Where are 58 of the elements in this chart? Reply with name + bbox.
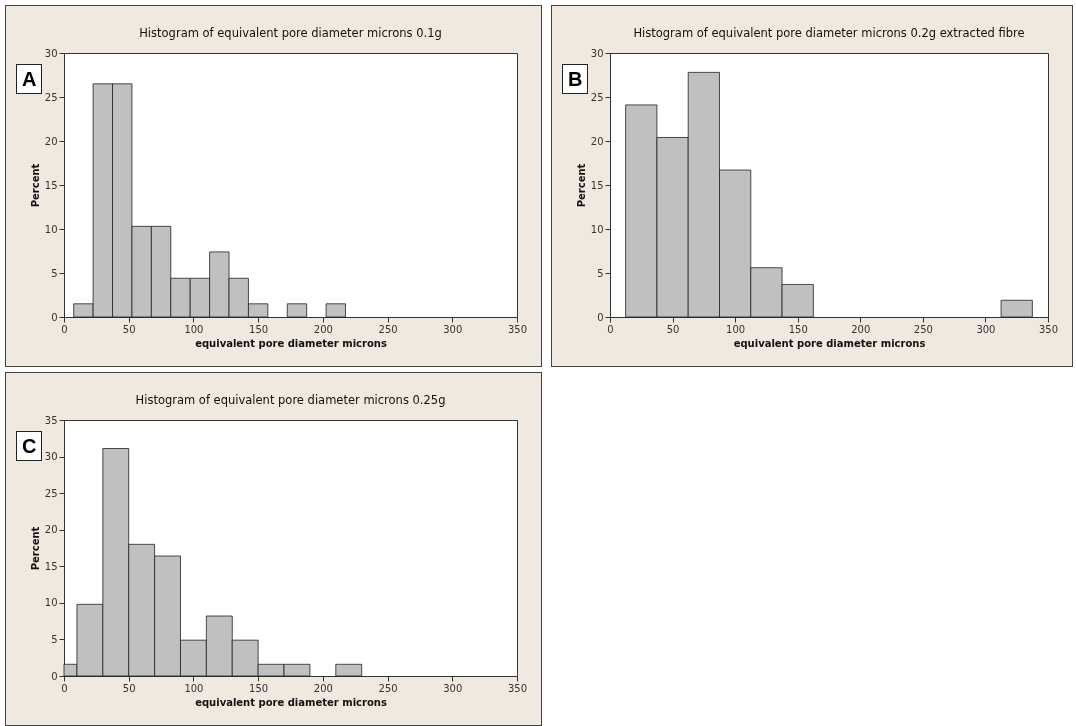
y-tick-label: 15 bbox=[44, 560, 58, 572]
y-tick-label: 10 bbox=[44, 597, 58, 609]
x-tick-label: 50 bbox=[666, 323, 680, 335]
y-tick-label: 5 bbox=[597, 267, 604, 279]
chart-title: Histogram of equivalent pore diameter microns 0.25g bbox=[135, 392, 446, 407]
y-tick-label: 5 bbox=[51, 633, 58, 645]
x-tick-label: 250 bbox=[913, 323, 933, 335]
y-tick-label: 20 bbox=[44, 524, 58, 536]
x-tick-label: 200 bbox=[313, 682, 333, 694]
y-tick-label: 20 bbox=[44, 135, 58, 147]
x-tick-label: 0 bbox=[607, 323, 614, 335]
x-tick-label: 50 bbox=[122, 682, 136, 694]
y-tick-label: 15 bbox=[590, 179, 604, 191]
y-tick-label: 35 bbox=[44, 414, 58, 426]
y-tick-label: 10 bbox=[44, 223, 58, 235]
x-tick-label: 150 bbox=[249, 323, 269, 335]
text: A bbox=[16, 64, 43, 94]
y-tick-label: 30 bbox=[44, 47, 58, 59]
x-tick-label: 300 bbox=[443, 682, 463, 694]
y-tick-label: 0 bbox=[51, 670, 58, 682]
x-tick-label: 250 bbox=[378, 682, 398, 694]
y-tick-label: 25 bbox=[44, 487, 58, 499]
text: C bbox=[16, 431, 43, 461]
x-tick-label: 100 bbox=[184, 323, 204, 335]
x-tick-label: 0 bbox=[61, 682, 68, 694]
y-tick-label: 30 bbox=[44, 451, 58, 463]
y-axis-title: Percent bbox=[575, 163, 587, 208]
y-tick-label: 20 bbox=[590, 135, 604, 147]
x-tick-label: 350 bbox=[507, 682, 528, 694]
x-axis-title: equivalent pore diameter microns bbox=[733, 337, 926, 349]
y-tick-label: 10 bbox=[590, 223, 604, 235]
x-axis-title: equivalent pore diameter microns bbox=[195, 337, 387, 349]
x-tick-label: 350 bbox=[1038, 323, 1059, 335]
y-axis-title: Percent bbox=[29, 163, 41, 208]
x-tick-label: 200 bbox=[851, 323, 871, 335]
x-axis-title: equivalent pore diameter microns bbox=[195, 696, 387, 708]
y-tick-label: 0 bbox=[597, 311, 604, 323]
x-tick-label: 0 bbox=[61, 323, 68, 335]
x-tick-label: 50 bbox=[122, 323, 136, 335]
text: B bbox=[562, 64, 589, 94]
y-tick-label: 25 bbox=[590, 91, 604, 103]
y-tick-label: 25 bbox=[44, 91, 58, 103]
x-tick-label: 200 bbox=[313, 323, 333, 335]
y-tick-label: 15 bbox=[44, 179, 58, 191]
x-tick-label: 250 bbox=[378, 323, 398, 335]
x-tick-label: 150 bbox=[249, 682, 269, 694]
chart-title: Histogram of equivalent pore diameter microns 0.1g bbox=[139, 25, 442, 40]
x-tick-label: 350 bbox=[507, 323, 528, 335]
y-axis-title: Percent bbox=[29, 526, 41, 571]
y-tick-label: 0 bbox=[51, 311, 58, 323]
chart-title: Histogram of equivalent pore diameter microns 0.2g extracted fibre bbox=[633, 25, 1025, 40]
y-tick-label: 30 bbox=[590, 47, 604, 59]
x-tick-label: 150 bbox=[788, 323, 808, 335]
x-tick-label: 100 bbox=[726, 323, 746, 335]
x-tick-label: 300 bbox=[443, 323, 463, 335]
x-tick-label: 300 bbox=[976, 323, 996, 335]
y-tick-label: 5 bbox=[51, 267, 58, 279]
x-tick-label: 100 bbox=[184, 682, 204, 694]
